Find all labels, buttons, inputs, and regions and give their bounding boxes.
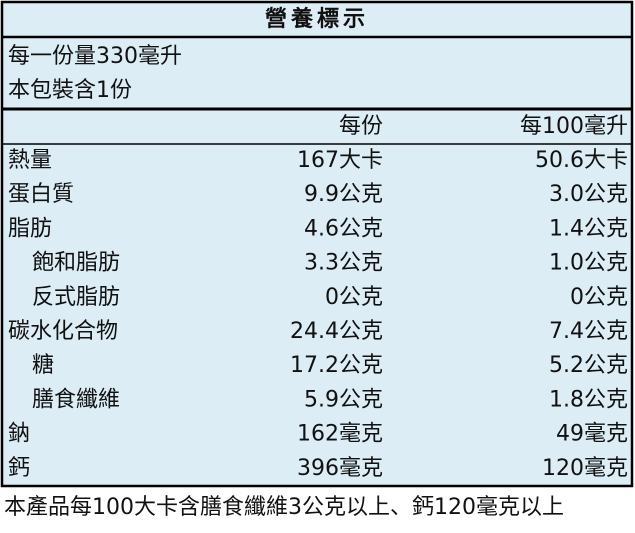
per-serving: 0公克 xyxy=(325,285,383,310)
per-100ml: 7.4公克 xyxy=(549,319,628,344)
column-header: 每份 xyxy=(339,114,383,139)
per-serving: 4.6公克 xyxy=(304,216,383,241)
per-100ml: 120毫克 xyxy=(542,456,628,481)
per-100ml: 5.2公克 xyxy=(549,353,628,378)
serving-count: 本包裝含1份 xyxy=(8,78,132,103)
title: 營養標示 xyxy=(265,6,369,32)
per-100ml: 1.0公克 xyxy=(549,251,628,276)
per-serving: 167大卡 xyxy=(297,148,383,173)
per-serving: 9.9公克 xyxy=(304,182,383,207)
per-100ml: 49毫克 xyxy=(556,422,628,447)
per-100ml: 1.8公克 xyxy=(549,387,628,412)
per-serving: 162毫克 xyxy=(297,422,383,447)
nutrient-name: 鈣 xyxy=(8,456,30,481)
nutrient-name: 碳水化合物 xyxy=(8,319,118,344)
serving-size: 每一份量330毫升 xyxy=(8,44,182,69)
column-header: 每100毫升 xyxy=(520,114,628,139)
per-serving: 3.3公克 xyxy=(304,251,383,276)
per-100ml: 50.6大卡 xyxy=(535,148,628,173)
per-serving: 17.2公克 xyxy=(290,353,383,378)
nutrient-name: 蛋白質 xyxy=(8,182,74,207)
per-serving: 5.9公克 xyxy=(304,387,383,412)
per-serving: 24.4公克 xyxy=(290,319,383,344)
nutrient-name: 脂肪 xyxy=(8,216,52,241)
nutrient-name: 鈉 xyxy=(8,422,30,447)
nutrient-name: 糖 xyxy=(32,353,54,378)
table-frame xyxy=(0,0,634,488)
nutrient-name: 飽和脂肪 xyxy=(32,251,120,276)
per-serving: 396毫克 xyxy=(297,456,383,481)
nutrient-name: 反式脂肪 xyxy=(32,285,120,310)
footnote: 本產品每100大卡含膳食纖維3公克以上、鈣120毫克以上 xyxy=(4,495,564,520)
nutrient-name: 膳食纖維 xyxy=(32,387,120,412)
per-100ml: 1.4公克 xyxy=(549,216,628,241)
per-100ml: 0公克 xyxy=(570,285,628,310)
per-100ml: 3.0公克 xyxy=(549,182,628,207)
nutrient-name: 熱量 xyxy=(8,148,52,173)
